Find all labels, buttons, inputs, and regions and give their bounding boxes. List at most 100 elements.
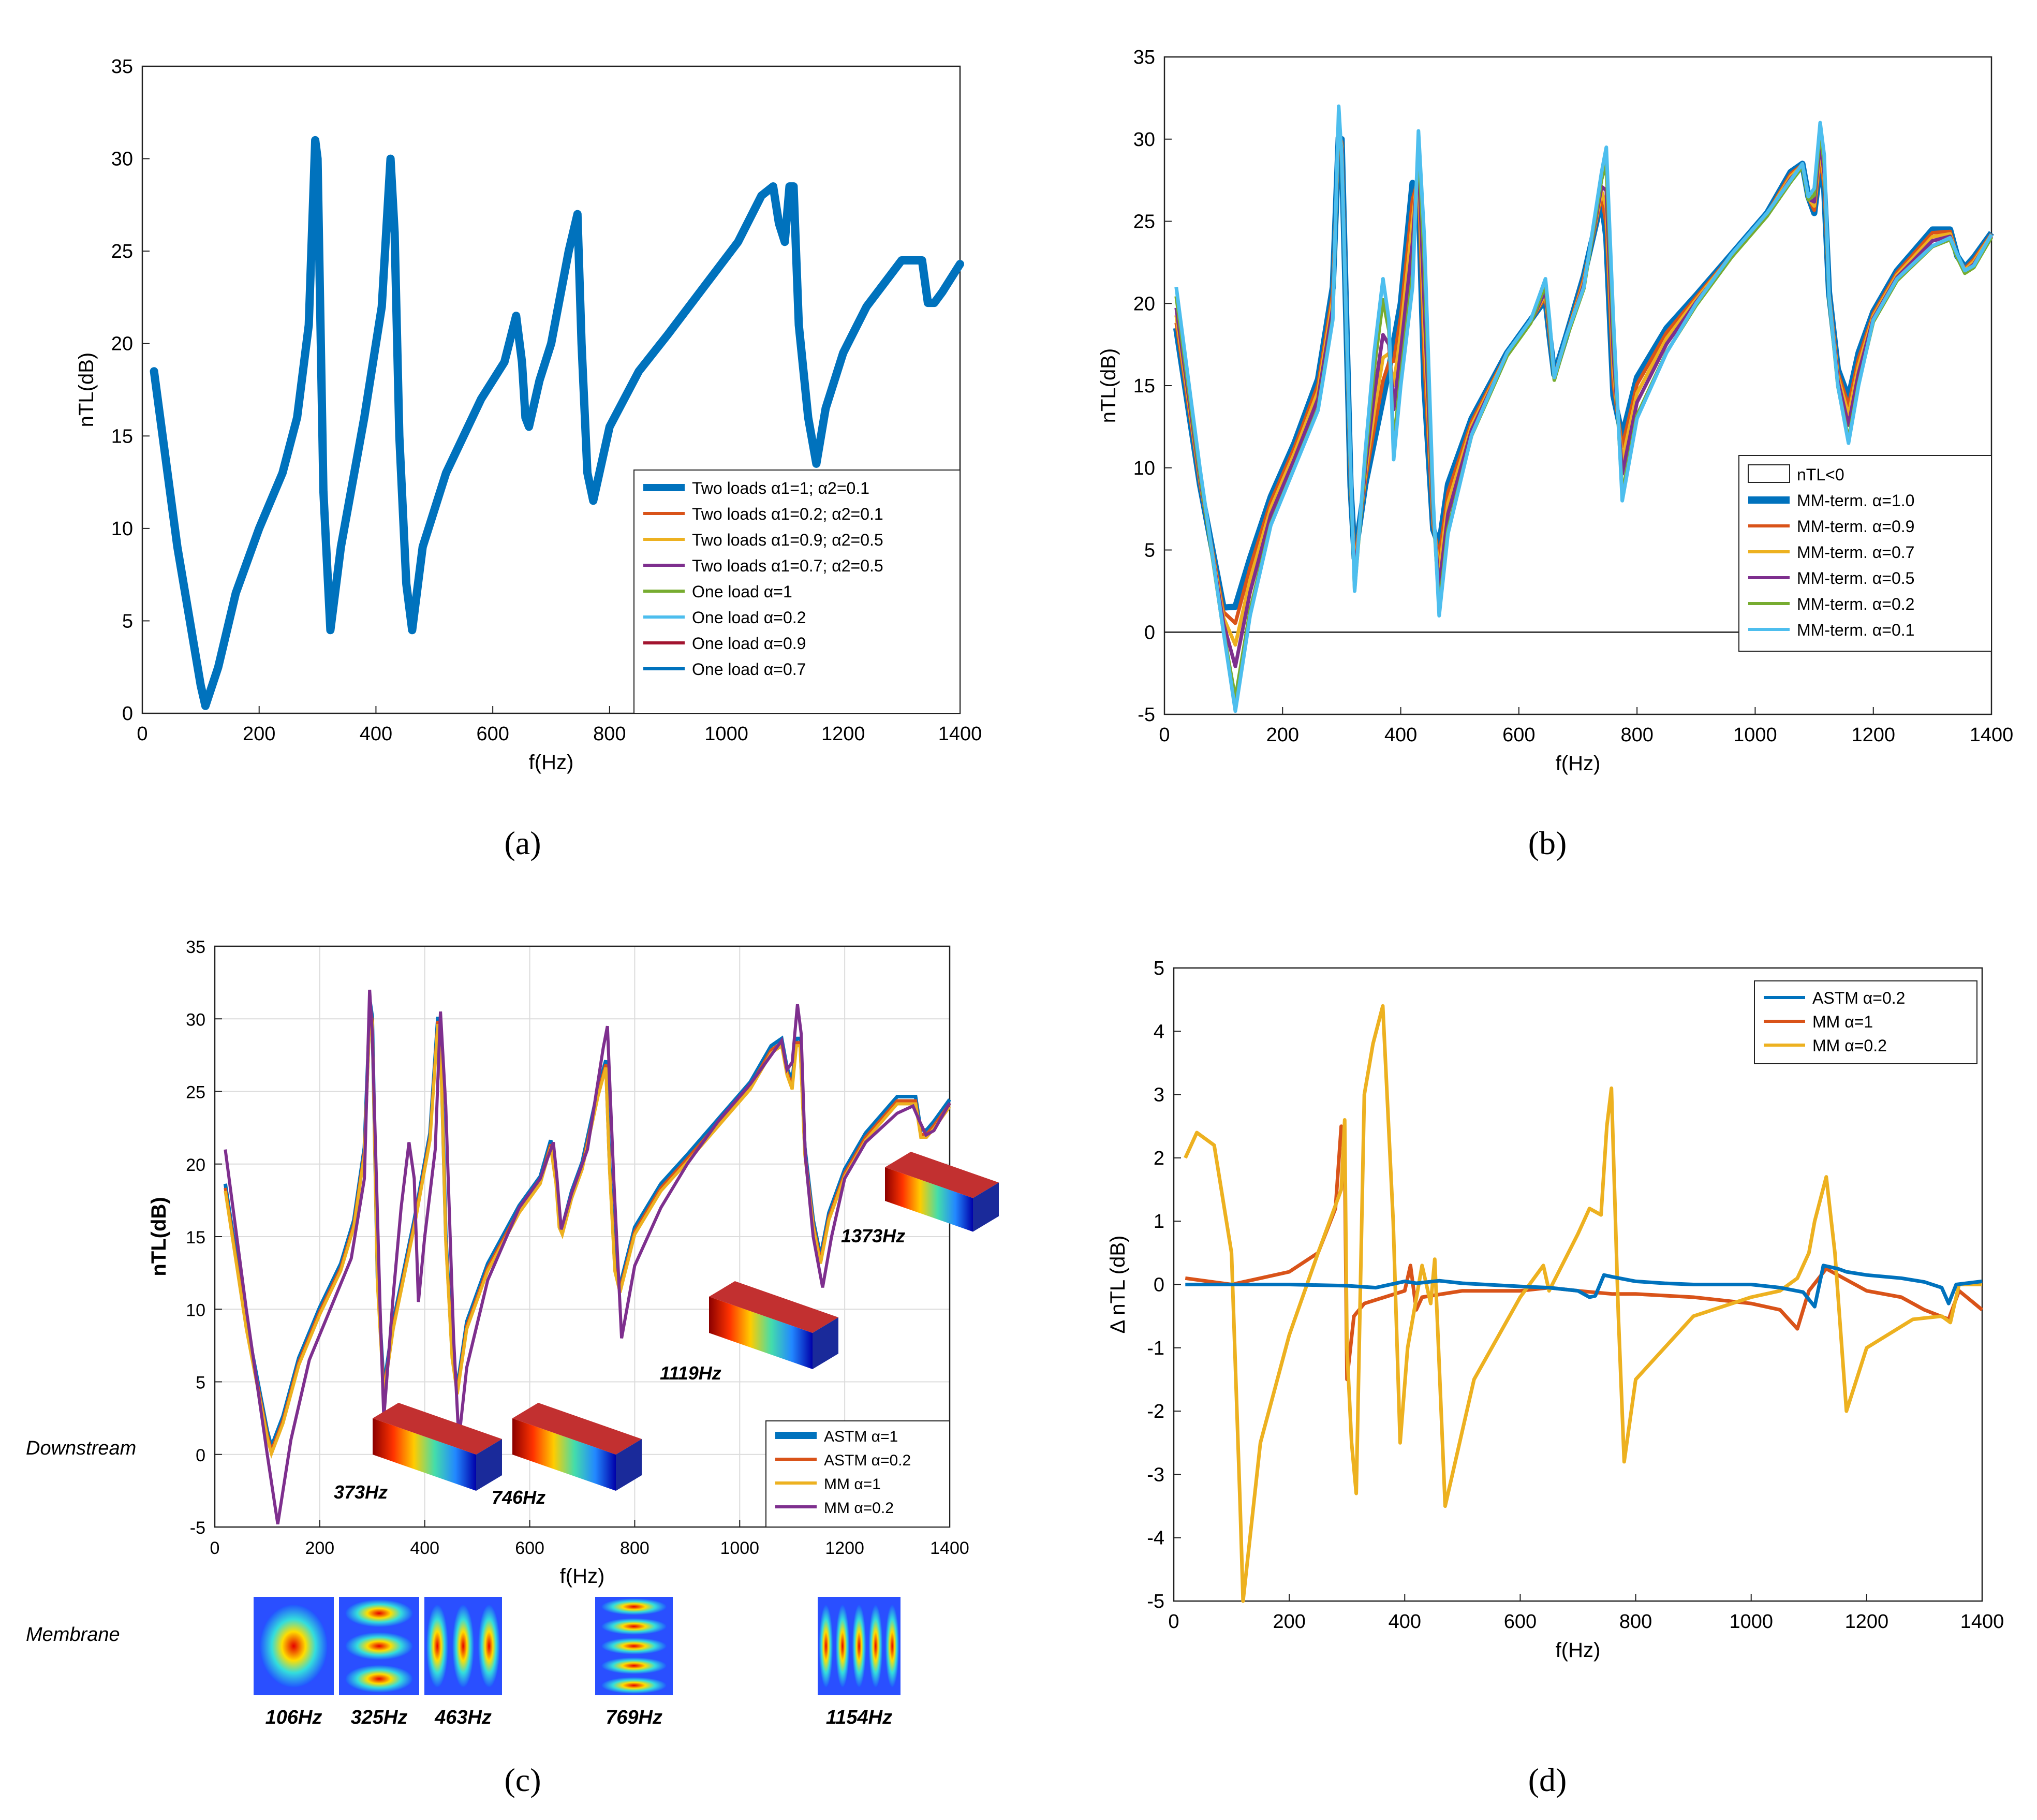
series-line-astm-1 (223, 1002, 951, 1452)
x-tick-label: 1200 (821, 723, 865, 745)
y-tick-label: 5 (1144, 540, 1155, 562)
mode-box-side (476, 1439, 502, 1491)
y-tick-label: 0 (196, 1446, 205, 1465)
y-tick-label: 25 (1133, 211, 1155, 233)
membrane-lobe (885, 1605, 899, 1687)
x-tick-label: 600 (1502, 724, 1535, 746)
legend-swatch (1748, 464, 1790, 483)
x-tick-label: 600 (515, 1538, 544, 1558)
y-axis-label: nTL(dB) (147, 1197, 170, 1276)
legend-entry: MM α=1 (824, 1476, 881, 1493)
x-tick-label: 800 (593, 723, 626, 745)
legend-entry: nTL<0 (1797, 465, 1844, 484)
membrane-lobe (601, 1657, 667, 1674)
mode-box-top (709, 1281, 838, 1333)
mode-box-top (373, 1403, 502, 1455)
membrane-lobe (260, 1605, 328, 1687)
x-axis-label: f(Hz) (560, 1565, 605, 1588)
x-tick-label: 800 (620, 1538, 650, 1558)
y-tick-label: 10 (111, 518, 133, 540)
legend-entry: Two loads α1=1; α2=0.1 (692, 479, 869, 497)
x-tick-label: 600 (476, 723, 509, 745)
x-axis-label: f(Hz) (1556, 1639, 1601, 1662)
legend-entry: MM-term. α=0.9 (1797, 517, 1914, 536)
panel-d: 0 200 400 600 800 1000 1200 1400 -5 -4 -3 -2 -1 0 1 2 3 4… (1106, 958, 2004, 1662)
downstream-mode-label: 746Hz (492, 1487, 545, 1508)
downstream-mode-label: 1373Hz (841, 1225, 905, 1246)
mode-box-front (885, 1167, 973, 1232)
y-tick-label: 25 (186, 1083, 205, 1103)
downstream-mode-0 (373, 1403, 502, 1491)
x-tick-label: 600 (1504, 1611, 1537, 1633)
caption-b: (b) (1528, 825, 1567, 861)
membrane-lobe (345, 1665, 413, 1693)
y-axis-label: Δ nTL (dB) (1106, 1236, 1129, 1334)
x-tick-label: 1400 (938, 723, 982, 745)
x-tick-label: 400 (1384, 724, 1417, 746)
membrane-mode-label: 1154Hz (826, 1707, 892, 1728)
series-line-mm-0.2 (1184, 1004, 1982, 1603)
y-tick-label: -5 (190, 1518, 205, 1538)
x-tick-label: 400 (410, 1538, 439, 1558)
membrane-lobe (345, 1599, 413, 1627)
y-tick-label: -5 (1138, 704, 1155, 726)
x-tick-label: 800 (1619, 1611, 1652, 1633)
legend-entry: Two loads α1=0.9; α2=0.5 (692, 531, 883, 549)
membrane-lobe (345, 1632, 413, 1660)
caption-c: (c) (504, 1762, 541, 1798)
caption-d: (d) (1528, 1762, 1567, 1798)
y-tick-label: 5 (196, 1373, 205, 1393)
x-tick-label: 1400 (930, 1538, 969, 1558)
downstream-mode-label: 373Hz (334, 1481, 388, 1503)
membrane-mode-label: 106Hz (265, 1707, 322, 1728)
panel-c: 0 200 400 600 800 1000 1200 1400-50510152025303… (26, 937, 999, 1728)
legend-box (633, 469, 961, 714)
legend-entry: MM-term. α=1.0 (1797, 491, 1914, 510)
mode-box-side (813, 1317, 838, 1369)
legend-entry: MM α=0.2 (1812, 1036, 1887, 1055)
mode-box-top (885, 1152, 999, 1198)
membrane-lobe (852, 1605, 866, 1687)
membrane-lobe (868, 1605, 883, 1687)
x-tick-label: 200 (305, 1538, 334, 1558)
x-tick-label: 200 (243, 723, 275, 745)
caption-a: (a) (504, 825, 541, 861)
y-tick-label: 35 (1133, 47, 1155, 68)
y-tick-label: 0 (122, 703, 133, 725)
membrane-mode-3 (595, 1597, 673, 1695)
legend-entry: MM-term. α=0.7 (1797, 543, 1914, 562)
membrane-label: Membrane (26, 1624, 120, 1646)
legend-entry: ASTM α=1 (824, 1428, 898, 1445)
membrane-mode-label: 463Hz (434, 1707, 492, 1728)
mode-box-front (709, 1297, 813, 1369)
legend-entry: MM-term. α=0.2 (1797, 595, 1914, 613)
y-tick-label: 15 (186, 1228, 205, 1247)
x-tick-label: 0 (1159, 724, 1170, 746)
membrane-lobe (452, 1605, 474, 1687)
membrane-lobe (601, 1638, 667, 1654)
mode-box-side (973, 1182, 999, 1232)
legend-entry: MM α=0.2 (824, 1500, 894, 1517)
legend-entry: ASTM α=0.2 (1812, 989, 1905, 1007)
legend-entry: One load α=0.2 (692, 608, 806, 627)
membrane-lobe (426, 1605, 448, 1687)
y-tick-label: 30 (186, 1010, 205, 1030)
series-line-astm-0.2 (1185, 1264, 1983, 1309)
x-tick-label: 200 (1273, 1611, 1305, 1633)
y-tick-label: -1 (1147, 1338, 1164, 1359)
membrane-lobe (835, 1605, 850, 1687)
captions: (a) (b) (c) (d) (504, 825, 1567, 1798)
y-tick-label: 3 (1154, 1084, 1164, 1106)
y-tick-label: 30 (1133, 129, 1155, 151)
mode-box-side (616, 1439, 642, 1491)
mode-box-top (512, 1403, 642, 1455)
x-tick-label: 400 (360, 723, 392, 745)
membrane-mode-label: 769Hz (606, 1707, 662, 1728)
y-axis-label: nTL(dB) (75, 353, 98, 428)
y-tick-label: 10 (1133, 458, 1155, 479)
plot-frame (141, 65, 961, 714)
y-tick-label: 2 (1154, 1148, 1164, 1169)
y-tick-label: 0 (1154, 1274, 1164, 1296)
downstream-mode-2 (709, 1281, 838, 1369)
